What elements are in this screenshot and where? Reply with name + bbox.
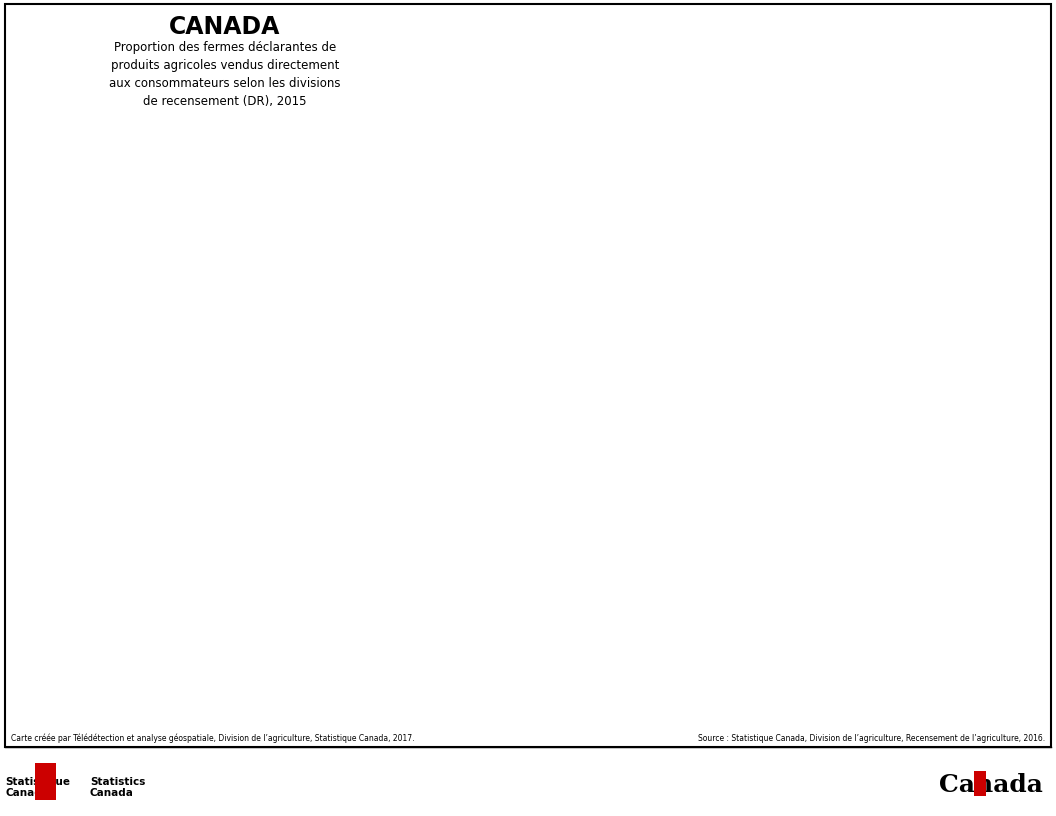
Text: Canada: Canada: [90, 788, 134, 798]
Text: Proportion des fermes déclarantes de
produits agricoles vendus directement
aux c: Proportion des fermes déclarantes de pro…: [109, 42, 341, 109]
Text: CANADA: CANADA: [169, 16, 281, 39]
Text: Statistics: Statistics: [90, 777, 145, 787]
Text: Carte créée par Télédétection et analyse géospatiale, Division de l’agriculture,: Carte créée par Télédétection et analyse…: [11, 734, 414, 743]
Bar: [35, 763, 56, 800]
Text: Statistique: Statistique: [5, 777, 71, 787]
Text: Canada: Canada: [940, 773, 1043, 797]
Bar: [974, 771, 986, 796]
Text: Source : Statistique Canada, Division de l’agriculture, Recensement de l’agricul: Source : Statistique Canada, Division de…: [698, 734, 1045, 743]
Text: Canada: Canada: [5, 788, 50, 798]
